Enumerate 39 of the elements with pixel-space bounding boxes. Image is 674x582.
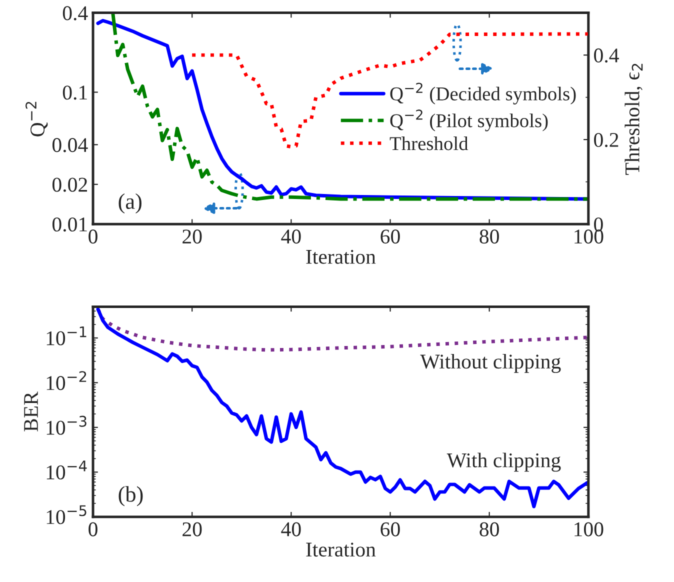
x-tick-label: 60 bbox=[380, 522, 400, 536]
y2-tick-label: 0.2 bbox=[594, 132, 618, 148]
y-tick-label: 10$^{−2}$ bbox=[46, 371, 86, 390]
x-tick-label: 0 bbox=[88, 230, 98, 244]
x-tick-label: 20 bbox=[182, 522, 202, 536]
y-tick-label: 10$^{−5}$ bbox=[46, 505, 86, 524]
x-tick-label: 80 bbox=[480, 230, 499, 244]
x-tick-label: 100 bbox=[574, 230, 604, 244]
y-tick-label: 0.04 bbox=[52, 138, 88, 152]
y-tick-label: 0.4 bbox=[62, 6, 88, 20]
y2-axis-title: Threshold, ϵ$_{2}$ bbox=[624, 64, 643, 175]
x-tick-label: 100 bbox=[574, 522, 604, 536]
x-axis-title: Iteration bbox=[306, 542, 376, 557]
annotation: With clipping bbox=[446, 452, 561, 472]
x-tick-label: 40 bbox=[281, 522, 301, 536]
y-tick-label: 0.01 bbox=[52, 217, 87, 232]
y-axis-title: Q$^{−2}$ bbox=[26, 102, 48, 136]
y-tick-label: 0.1 bbox=[62, 86, 87, 100]
x-tick-label: 0 bbox=[88, 522, 98, 536]
y-tick-label: 0.02 bbox=[52, 178, 87, 192]
x-tick-label: 40 bbox=[281, 230, 301, 244]
y-axis-title: BER bbox=[24, 392, 38, 432]
x-axis-title: Iteration bbox=[306, 250, 376, 264]
x-tick-label: 80 bbox=[480, 522, 499, 536]
line-series bbox=[96, 307, 588, 508]
y2-tick-label: 0.4 bbox=[594, 48, 619, 63]
annotation: (a) bbox=[118, 193, 142, 214]
y2-tick-label: 0 bbox=[594, 217, 603, 232]
x-tick-label: 60 bbox=[380, 230, 400, 244]
x-tick-label: 20 bbox=[182, 230, 202, 244]
annotation: (b) bbox=[118, 486, 143, 506]
y-tick-label: 10$^{−4}$ bbox=[46, 460, 87, 480]
line-series bbox=[190, 32, 588, 148]
y-tick-label: 10$^{−1}$ bbox=[46, 326, 86, 346]
legend-label: Q$^{−2}$ (Pilot symbols) bbox=[390, 110, 548, 132]
annotation: Without clipping bbox=[420, 354, 561, 373]
legend-label: Threshold bbox=[390, 136, 468, 150]
legend-label: Q$^{−2}$ (Decided symbols) bbox=[390, 82, 576, 104]
y-tick-label: 10$^{−3}$ bbox=[46, 416, 86, 435]
